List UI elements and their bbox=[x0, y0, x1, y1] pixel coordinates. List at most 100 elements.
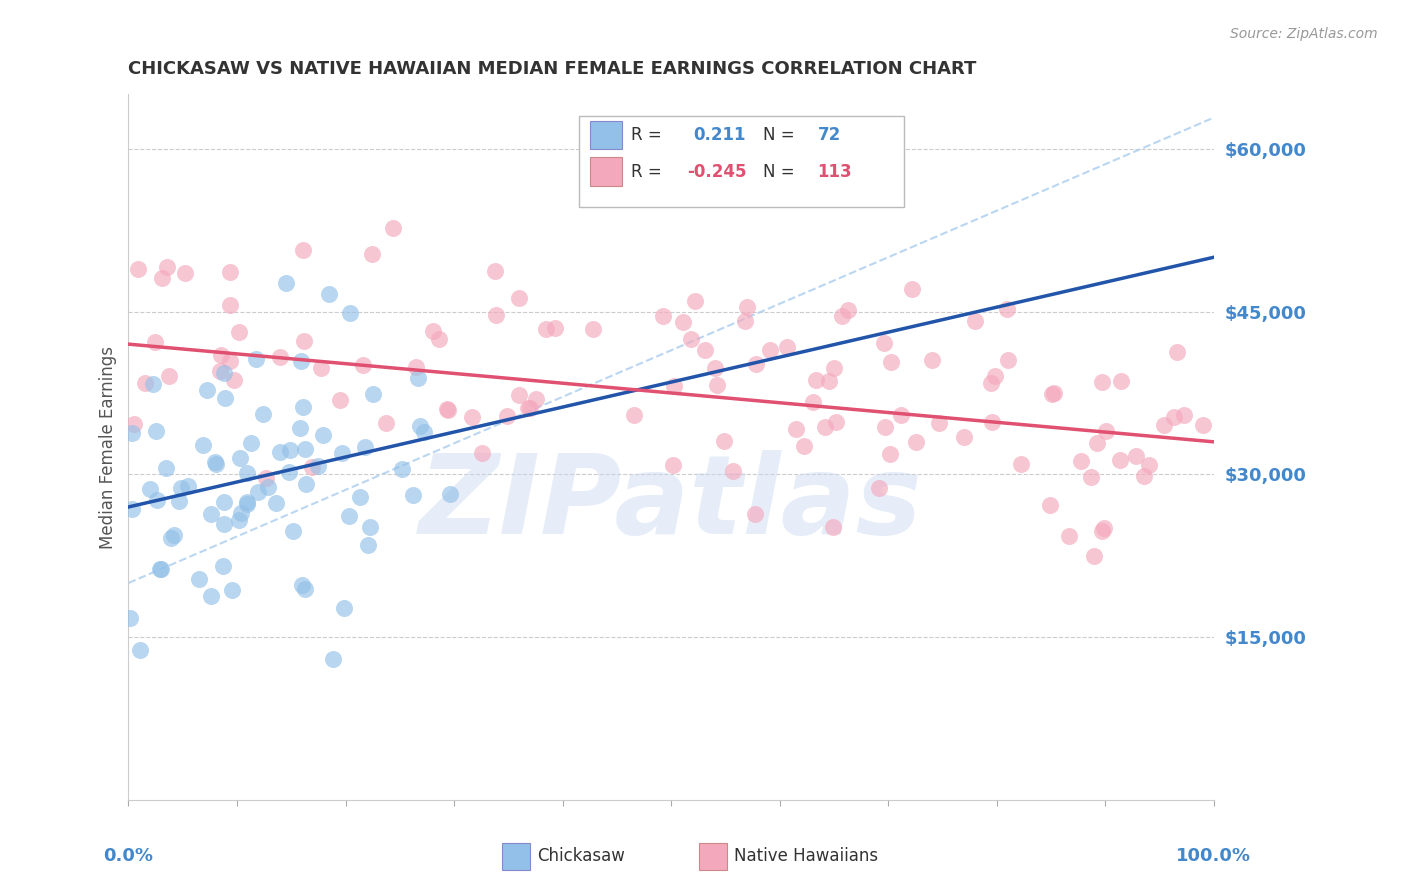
Point bbox=[775, 340, 797, 354]
Point bbox=[524, 392, 547, 407]
Point bbox=[240, 435, 263, 450]
Point bbox=[337, 508, 360, 523]
Point bbox=[150, 562, 173, 576]
Point bbox=[662, 378, 685, 392]
Point bbox=[409, 418, 432, 433]
Point bbox=[356, 539, 378, 553]
Point bbox=[928, 417, 950, 431]
Point bbox=[471, 446, 494, 460]
Point bbox=[868, 481, 890, 495]
Point bbox=[1091, 376, 1114, 390]
Point bbox=[229, 451, 252, 466]
Text: N =: N = bbox=[763, 127, 794, 145]
Point bbox=[235, 495, 257, 509]
Point bbox=[963, 314, 986, 328]
Point bbox=[214, 391, 236, 405]
Point bbox=[146, 493, 169, 508]
FancyBboxPatch shape bbox=[589, 120, 623, 150]
Point bbox=[229, 506, 252, 520]
Point bbox=[508, 291, 530, 305]
Point bbox=[330, 446, 353, 460]
Point bbox=[1125, 449, 1147, 463]
Point bbox=[1133, 468, 1156, 483]
Point bbox=[683, 294, 706, 309]
Point bbox=[252, 407, 274, 421]
Point bbox=[1085, 436, 1108, 450]
Point bbox=[121, 425, 143, 440]
Point bbox=[254, 471, 277, 485]
Point bbox=[405, 359, 427, 374]
Point bbox=[516, 401, 538, 415]
Point bbox=[170, 481, 193, 495]
Point bbox=[879, 447, 901, 461]
Point bbox=[214, 366, 236, 380]
Point bbox=[508, 388, 530, 402]
Point bbox=[195, 383, 218, 397]
Point bbox=[139, 482, 162, 496]
Text: R =: R = bbox=[631, 127, 662, 145]
Point bbox=[1137, 458, 1160, 472]
Point bbox=[219, 298, 242, 312]
Point bbox=[156, 260, 179, 274]
Point bbox=[120, 611, 142, 625]
Point bbox=[1080, 470, 1102, 484]
Point bbox=[921, 352, 943, 367]
Text: 0.0%: 0.0% bbox=[104, 847, 153, 865]
Point bbox=[890, 408, 912, 422]
Point bbox=[422, 324, 444, 338]
Point bbox=[980, 376, 1002, 391]
Point bbox=[269, 445, 291, 459]
Point bbox=[995, 301, 1018, 316]
Point bbox=[1092, 521, 1115, 535]
Point bbox=[245, 351, 267, 366]
Point bbox=[679, 332, 702, 346]
Point bbox=[837, 303, 859, 318]
Point bbox=[292, 400, 315, 414]
Point bbox=[1192, 418, 1215, 433]
Point bbox=[247, 484, 270, 499]
Point bbox=[228, 513, 250, 527]
Point bbox=[291, 578, 314, 592]
Point bbox=[1083, 549, 1105, 563]
Point bbox=[290, 421, 312, 435]
Point bbox=[127, 262, 149, 277]
Point bbox=[1166, 344, 1188, 359]
Point bbox=[211, 559, 233, 574]
Point bbox=[311, 428, 333, 442]
Point bbox=[785, 421, 807, 435]
Y-axis label: Median Female Earnings: Median Female Earnings bbox=[100, 346, 117, 549]
Point bbox=[1043, 385, 1066, 400]
Point bbox=[167, 494, 190, 508]
Point bbox=[901, 282, 924, 296]
Text: CHICKASAW VS NATIVE HAWAIIAN MEDIAN FEMALE EARNINGS CORRELATION CHART: CHICKASAW VS NATIVE HAWAIIAN MEDIAN FEMA… bbox=[128, 60, 977, 78]
Point bbox=[831, 310, 853, 324]
Point bbox=[149, 562, 172, 576]
Point bbox=[339, 306, 361, 320]
Point bbox=[269, 350, 291, 364]
Point bbox=[307, 458, 329, 473]
Point bbox=[412, 425, 434, 439]
Point bbox=[905, 434, 928, 449]
Point bbox=[374, 416, 396, 430]
Point bbox=[436, 402, 458, 417]
Point bbox=[873, 335, 896, 350]
Text: ZIPatlas: ZIPatlas bbox=[419, 450, 922, 558]
Point bbox=[322, 652, 344, 666]
Point bbox=[880, 355, 903, 369]
Point bbox=[292, 334, 315, 348]
FancyBboxPatch shape bbox=[589, 157, 623, 186]
Point bbox=[997, 352, 1019, 367]
Point bbox=[212, 495, 235, 509]
Point bbox=[318, 287, 340, 301]
Point bbox=[222, 373, 245, 387]
Text: Native Hawaiians: Native Hawaiians bbox=[734, 847, 879, 865]
Point bbox=[818, 374, 841, 388]
Point bbox=[155, 460, 177, 475]
Text: 113: 113 bbox=[817, 163, 852, 181]
Point bbox=[429, 332, 451, 346]
Point bbox=[235, 466, 257, 480]
Point bbox=[193, 438, 215, 452]
Point bbox=[582, 322, 605, 336]
Point bbox=[661, 458, 683, 472]
Point bbox=[1070, 454, 1092, 468]
